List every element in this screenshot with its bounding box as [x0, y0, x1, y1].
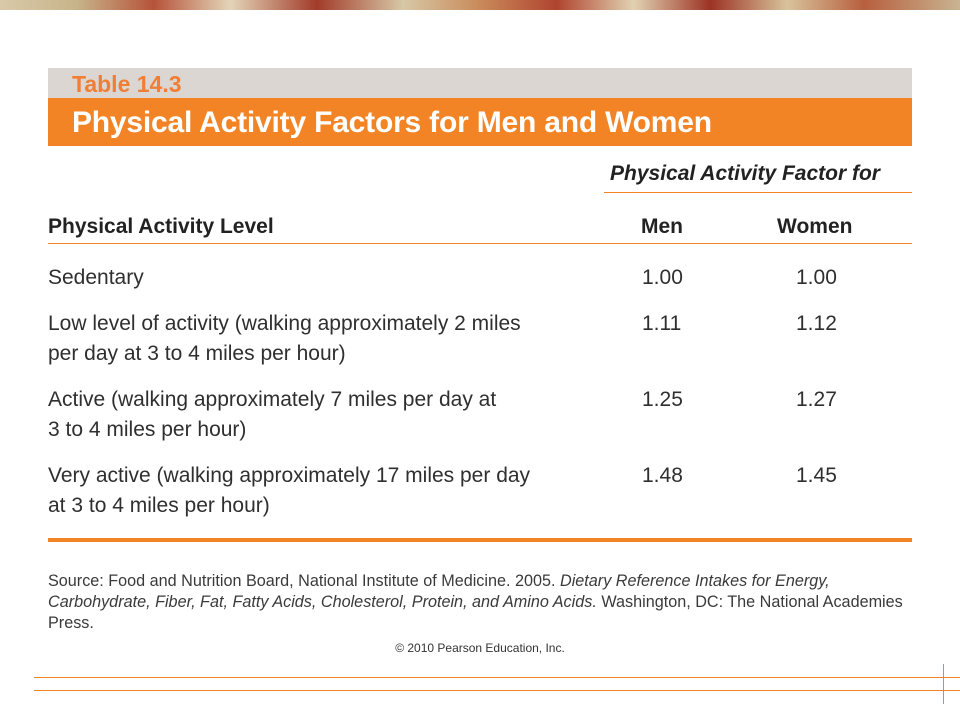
source-citation: Source: Food and Nutrition Board, Nation… [48, 571, 908, 634]
activity-level-line: per day at 3 to 4 miles per hour) [48, 342, 346, 365]
activity-level-line: at 3 to 4 miles per hour) [48, 494, 270, 517]
activity-level-line: Sedentary [48, 266, 144, 289]
source-prefix: Source: Food and Nutrition Board, Nation… [48, 572, 561, 590]
table-label-band: Table 14.3 [48, 68, 912, 98]
group-header-divider [604, 192, 912, 193]
activity-level-line: Very active (walking approximately 17 mi… [48, 464, 531, 487]
men-factor-cell: 1.00 [642, 266, 683, 289]
table-title-band: Physical Activity Factors for Men and Wo… [48, 98, 912, 146]
activity-level-cell: Sedentary [48, 263, 578, 293]
footer-rule-bottom [34, 690, 960, 691]
women-factor-cell: 1.27 [796, 388, 837, 411]
activity-level-line: Low level of activity (walking approxima… [48, 312, 521, 335]
women-factor-cell: 1.45 [796, 464, 837, 487]
activity-level-line: Active (walking approximately 7 miles pe… [48, 388, 497, 411]
activity-level-cell: Active (walking approximately 7 miles pe… [48, 385, 578, 445]
men-factor-cell: 1.48 [642, 464, 683, 487]
footer-rule-top [34, 677, 960, 678]
activity-level-cell: Low level of activity (walking approxima… [48, 309, 578, 369]
decorative-banner-image [0, 0, 960, 10]
source-suffix: Washington, DC: The National Academies P… [48, 593, 903, 632]
header-divider [48, 243, 912, 244]
table-title: Physical Activity Factors for Men and Wo… [72, 106, 712, 139]
table-bottom-rule [48, 538, 912, 542]
activity-level-line: 3 to 4 miles per hour) [48, 418, 247, 441]
source-title: Dietary Reference Intakes for Energy, Ca… [48, 572, 830, 611]
table-number: Table 14.3 [72, 71, 182, 97]
women-factor-cell: 1.00 [796, 266, 837, 289]
copyright-notice: © 2010 Pearson Education, Inc. [395, 641, 565, 655]
men-factor-cell: 1.11 [642, 312, 682, 335]
activity-level-cell: Very active (walking approximately 17 mi… [48, 461, 578, 521]
column-header-activity-level: Physical Activity Level [48, 215, 274, 238]
footer-crop-mark [943, 664, 944, 704]
column-header-women: Women [777, 215, 853, 238]
men-factor-cell: 1.25 [642, 388, 683, 411]
women-factor-cell: 1.12 [796, 312, 837, 335]
factor-group-header: Physical Activity Factor for [610, 162, 880, 185]
column-header-men: Men [641, 215, 683, 238]
